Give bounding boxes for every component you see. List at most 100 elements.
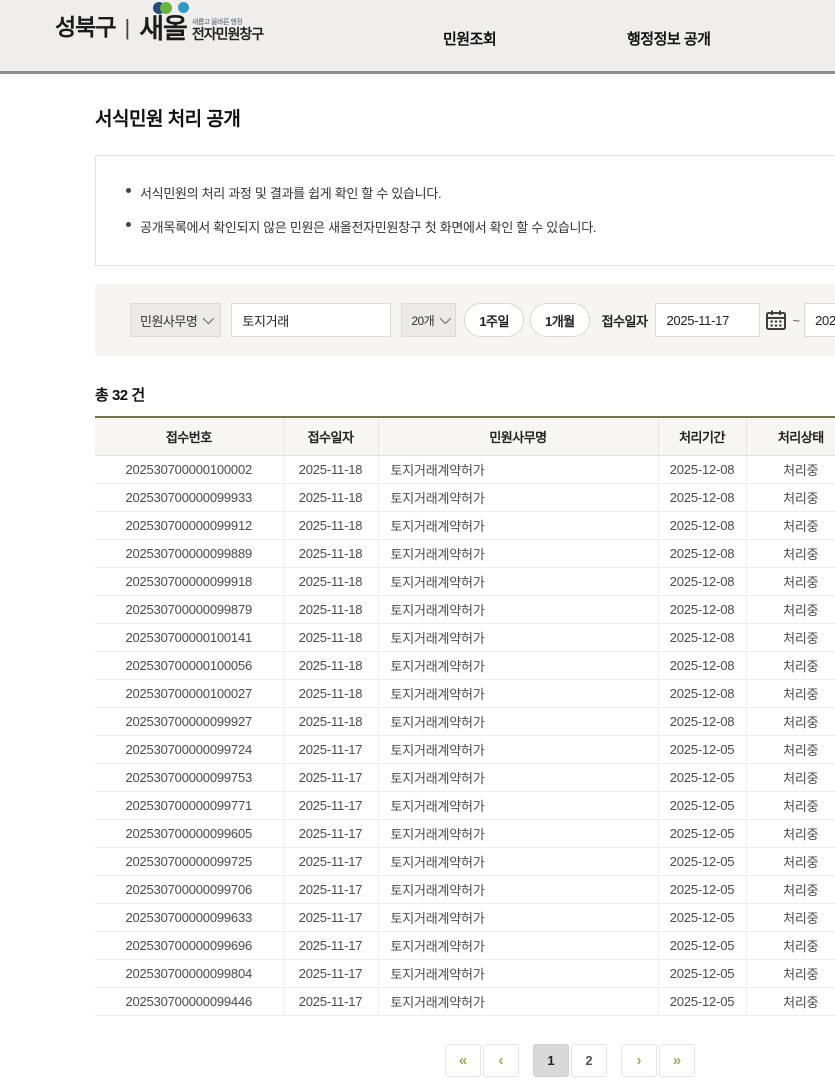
last-page-button[interactable]: » bbox=[659, 1043, 695, 1077]
cell-service-name: 토지거래계약허가 bbox=[377, 595, 658, 624]
cell-status: 처리중 bbox=[745, 959, 835, 988]
cell-service-name: 토지거래계약허가 bbox=[377, 875, 658, 904]
one-month-button[interactable]: 1개월 bbox=[529, 303, 590, 337]
cell-status: 처리중 bbox=[745, 931, 835, 960]
cell-status: 처리중 bbox=[745, 763, 835, 792]
cell-receipt-date: 2025-11-18 bbox=[282, 595, 378, 624]
cell-receipt-date: 2025-11-17 bbox=[282, 987, 378, 1016]
table-row[interactable]: 202530700000100002 2025-11-18 토지거래계약허가 2… bbox=[95, 455, 835, 484]
cell-due-date: 2025-12-08 bbox=[657, 539, 746, 568]
cell-service-name: 토지거래계약허가 bbox=[377, 763, 658, 792]
table-row[interactable]: 202530700000099771 2025-11-17 토지거래계약허가 2… bbox=[95, 791, 835, 820]
cell-service-name: 토지거래계약허가 bbox=[377, 679, 658, 708]
cell-receipt-no: 202530700000099706 bbox=[95, 875, 283, 904]
table-row[interactable]: 202530700000099933 2025-11-18 토지거래계약허가 2… bbox=[95, 483, 835, 512]
cell-status: 처리중 bbox=[745, 483, 835, 512]
table-row[interactable]: 202530700000099927 2025-11-18 토지거래계약허가 2… bbox=[95, 707, 835, 736]
receipt-date-label: 접수일자 bbox=[601, 313, 648, 329]
date-from-input[interactable] bbox=[655, 303, 761, 337]
logo-dots-icon bbox=[153, 2, 190, 16]
table-row[interactable]: 202530700000099879 2025-11-18 토지거래계약허가 2… bbox=[95, 595, 835, 624]
cell-due-date: 2025-12-08 bbox=[657, 651, 746, 680]
table-row[interactable]: 202530700000099446 2025-11-17 토지거래계약허가 2… bbox=[95, 987, 835, 1016]
notice-box: 서식민원의 처리 과정 및 결과를 쉽게 확인 할 수 있습니다. 공개목록에서… bbox=[95, 155, 835, 266]
cell-receipt-date: 2025-11-17 bbox=[282, 819, 378, 848]
cell-due-date: 2025-12-05 bbox=[657, 987, 746, 1016]
cell-receipt-no: 202530700000099753 bbox=[95, 763, 283, 792]
table-row[interactable]: 202530700000099706 2025-11-17 토지거래계약허가 2… bbox=[95, 875, 835, 904]
table-header-row: 접수번호 접수일자 민원사무명 처리기간 처리상태 bbox=[95, 417, 835, 456]
pagination: « ‹ 1 2 › » bbox=[445, 1043, 835, 1077]
table-row[interactable]: 202530700000099696 2025-11-17 토지거래계약허가 2… bbox=[95, 931, 835, 960]
saeol-logo: 새올 새롭고 올바른 행정 전자민원창구 bbox=[139, 2, 264, 44]
page-number-group: 1 2 bbox=[533, 1043, 607, 1077]
cell-status: 처리중 bbox=[745, 791, 835, 820]
cell-receipt-date: 2025-11-17 bbox=[282, 763, 378, 792]
cell-status: 처리중 bbox=[745, 903, 835, 932]
cell-receipt-no: 202530700000099889 bbox=[95, 539, 283, 568]
nav-minwon-johoe[interactable]: 민원조회 bbox=[443, 31, 497, 48]
chevron-down-icon bbox=[439, 312, 452, 325]
nav-haengjung-jungbo[interactable]: 행정정보 공개 bbox=[627, 31, 711, 48]
cell-due-date: 2025-12-05 bbox=[657, 875, 746, 904]
table-row[interactable]: 202530700000099918 2025-11-18 토지거래계약허가 2… bbox=[95, 567, 835, 596]
brand-name: 새올 bbox=[139, 14, 188, 44]
cell-due-date: 2025-12-05 bbox=[657, 847, 746, 876]
cell-due-date: 2025-12-08 bbox=[657, 679, 746, 708]
page-size-select[interactable]: 20개 bbox=[401, 303, 457, 337]
cell-receipt-date: 2025-11-18 bbox=[282, 623, 378, 652]
cell-service-name: 토지거래계약허가 bbox=[377, 707, 658, 736]
table-row[interactable]: 202530700000100056 2025-11-18 토지거래계약허가 2… bbox=[95, 651, 835, 680]
date-to-input[interactable] bbox=[804, 303, 835, 337]
one-week-button[interactable]: 1주일 bbox=[464, 303, 524, 337]
cell-due-date: 2025-12-05 bbox=[657, 819, 746, 848]
header-receipt-date: 접수일자 bbox=[282, 417, 378, 456]
table-row[interactable]: 202530700000099724 2025-11-17 토지거래계약허가 2… bbox=[95, 735, 835, 764]
table-row[interactable]: 202530700000099633 2025-11-17 토지거래계약허가 2… bbox=[95, 903, 835, 932]
cell-receipt-no: 202530700000100056 bbox=[95, 651, 283, 680]
cell-service-name: 토지거래계약허가 bbox=[377, 623, 658, 652]
cell-service-name: 토지거래계약허가 bbox=[377, 539, 658, 568]
cell-due-date: 2025-12-08 bbox=[657, 623, 746, 652]
cell-receipt-no: 202530700000099696 bbox=[95, 931, 283, 960]
calendar-icon[interactable] bbox=[764, 308, 788, 332]
cell-service-name: 토지거래계약허가 bbox=[377, 651, 658, 680]
keyword-input[interactable] bbox=[231, 303, 392, 337]
table-row[interactable]: 202530700000100027 2025-11-18 토지거래계약허가 2… bbox=[95, 679, 835, 708]
cell-due-date: 2025-12-08 bbox=[657, 567, 746, 596]
main-content: 서식민원 처리 공개 서식민원의 처리 과정 및 결과를 쉽게 확인 할 수 있… bbox=[95, 104, 835, 1077]
next-page-button[interactable]: › bbox=[621, 1043, 657, 1077]
first-page-button[interactable]: « bbox=[445, 1043, 481, 1077]
table-row[interactable]: 202530700000099804 2025-11-17 토지거래계약허가 2… bbox=[95, 959, 835, 988]
cell-receipt-no: 202530700000100002 bbox=[95, 455, 283, 484]
table-row[interactable]: 202530700000099753 2025-11-17 토지거래계약허가 2… bbox=[95, 763, 835, 792]
cell-due-date: 2025-12-08 bbox=[657, 595, 746, 624]
category-select[interactable]: 민원사무명 bbox=[130, 303, 222, 337]
site-logo[interactable]: 성북구 | 새올 새롭고 올바른 행정 전자민원창구 bbox=[55, 2, 264, 44]
cell-status: 처리중 bbox=[745, 987, 835, 1016]
notice-bullet-1: 서식민원의 처리 과정 및 결과를 쉽게 확인 할 수 있습니다. bbox=[126, 183, 826, 202]
chevron-down-icon bbox=[203, 312, 215, 325]
cell-status: 처리중 bbox=[745, 707, 835, 736]
cell-due-date: 2025-12-08 bbox=[657, 483, 746, 512]
logo-divider: | bbox=[124, 15, 131, 40]
page-number-button[interactable]: 1 bbox=[533, 1043, 569, 1077]
brand-tagline: 새롭고 올바른 행정 bbox=[191, 18, 243, 26]
cell-service-name: 토지거래계약허가 bbox=[377, 959, 658, 988]
cell-service-name: 토지거래계약허가 bbox=[377, 903, 658, 932]
table-row[interactable]: 202530700000099725 2025-11-17 토지거래계약허가 2… bbox=[95, 847, 835, 876]
prev-page-button[interactable]: ‹ bbox=[483, 1043, 519, 1077]
header-receipt-no: 접수번호 bbox=[95, 417, 283, 456]
table-row[interactable]: 202530700000099605 2025-11-17 토지거래계약허가 2… bbox=[95, 819, 835, 848]
cell-receipt-no: 202530700000100027 bbox=[95, 679, 283, 708]
notice-bullet-2: 공개목록에서 확인되지 않은 민원은 새올전자민원창구 첫 화면에서 확인 할 … bbox=[126, 217, 826, 236]
cell-due-date: 2025-12-05 bbox=[657, 791, 746, 820]
table-row[interactable]: 202530700000099912 2025-11-18 토지거래계약허가 2… bbox=[95, 511, 835, 540]
table-row[interactable]: 202530700000099889 2025-11-18 토지거래계약허가 2… bbox=[95, 539, 835, 568]
page-number-button[interactable]: 2 bbox=[571, 1043, 607, 1077]
cell-receipt-date: 2025-11-18 bbox=[282, 567, 378, 596]
cell-status: 처리중 bbox=[745, 539, 835, 568]
cell-receipt-date: 2025-11-18 bbox=[282, 539, 378, 568]
page-size-value: 20개 bbox=[411, 313, 435, 328]
table-row[interactable]: 202530700000100141 2025-11-18 토지거래계약허가 2… bbox=[95, 623, 835, 652]
